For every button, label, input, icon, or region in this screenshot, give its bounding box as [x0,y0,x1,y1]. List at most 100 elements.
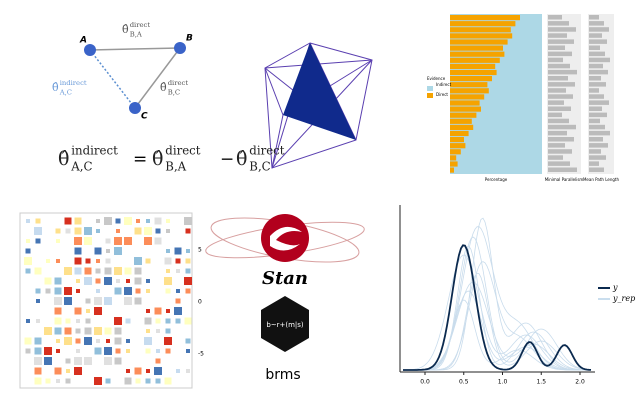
brms-formula: b~r+(m|s) [266,321,304,329]
heat-cell [34,357,42,365]
side-bar [589,106,602,111]
side-bar [589,69,608,75]
heat-cell [146,279,150,283]
heat-cell [56,259,60,263]
heat-cell [165,288,171,294]
heat-cell [64,287,72,295]
theta-sub: B,A [165,160,186,174]
side-bar [589,155,606,160]
heat-cell [74,367,82,375]
side-bar [548,57,563,63]
side-bar [548,88,566,93]
minus: − [220,150,234,170]
heat-cell [124,297,132,305]
heat-cell [65,228,71,234]
heat-cell [96,229,100,233]
side-bar [548,100,564,105]
heat-cell [154,367,162,375]
heat-cell [184,217,192,225]
heat-cell [84,357,92,365]
heat-cell [76,279,80,283]
direct-bar [450,39,508,45]
theta-symbol: θ̂ [122,23,129,36]
side-bar [589,143,608,148]
heat-cell [175,258,181,264]
heat-cell [74,237,82,245]
heat-cell [96,259,100,263]
heat-cell [54,307,62,315]
heat-cell [124,217,132,225]
side-bar [589,112,607,118]
x-tick-label: 1.0 [498,379,508,386]
side-bar [548,124,576,130]
theta-symbol: θ̂ [152,148,163,170]
heat-cell [25,268,31,274]
heat-cell [44,357,52,365]
heat-cell [124,377,132,385]
heat-cell [126,349,130,353]
side-bar [548,51,572,57]
heat-cell [36,299,40,303]
heat-cell [54,277,62,285]
heat-cell [186,349,190,353]
heat-cell [94,347,102,355]
heat-cell [125,318,131,324]
heat-cell [164,377,172,385]
heat-cell [185,228,191,234]
side-bar [548,143,565,148]
heat-cell [135,288,141,294]
heat-cell [104,327,112,335]
heat-cell [126,369,130,373]
heat-cell [186,249,190,253]
direct-bar [450,88,489,94]
heat-cell [146,289,150,293]
heat-cell [166,309,170,313]
theta-sub: B,C [168,88,180,96]
side-bar [548,27,576,32]
heat-cell [56,379,60,383]
heat-cell [104,357,112,365]
density-curve [403,244,592,371]
heat-cell [115,348,121,354]
heat-cell [84,337,92,345]
heat-cell [126,279,130,283]
heat-cell [135,378,141,384]
heat-cell [86,309,90,313]
heat-cell [105,238,111,244]
side-bar [548,33,567,38]
theta-sub: B,C [249,160,270,174]
heat-cell [56,349,60,353]
side-bar [548,69,577,75]
side-bar [589,82,606,87]
side-bar [548,76,568,81]
edge [134,47,181,109]
direct-bar [450,149,461,155]
side-bar [589,124,605,130]
heat-cell [104,267,112,275]
heat-cell [74,247,82,255]
heat-cell [154,217,162,225]
heat-cell [94,327,102,335]
theta-sup: indirect [60,79,87,87]
heat-cell [84,227,92,235]
side-bar [548,39,574,44]
heat-cell [65,358,71,364]
heat-cell [155,228,161,234]
heat-cell [114,237,122,245]
direct-bar [450,130,469,137]
brms-name: brms [265,367,300,383]
heat-cell [145,258,151,264]
side-bar [589,51,605,57]
direct-bar [450,27,511,33]
direct-bar [450,76,492,82]
heat-cell [164,337,172,345]
heat-cell [96,339,100,343]
heat-cell [114,317,122,325]
stan-logo [261,214,309,262]
theta-sub: B,A [130,30,142,38]
heat-cell [114,327,122,335]
heat-cell [84,267,92,275]
side-bar [589,130,610,136]
heat-cell [36,319,40,323]
